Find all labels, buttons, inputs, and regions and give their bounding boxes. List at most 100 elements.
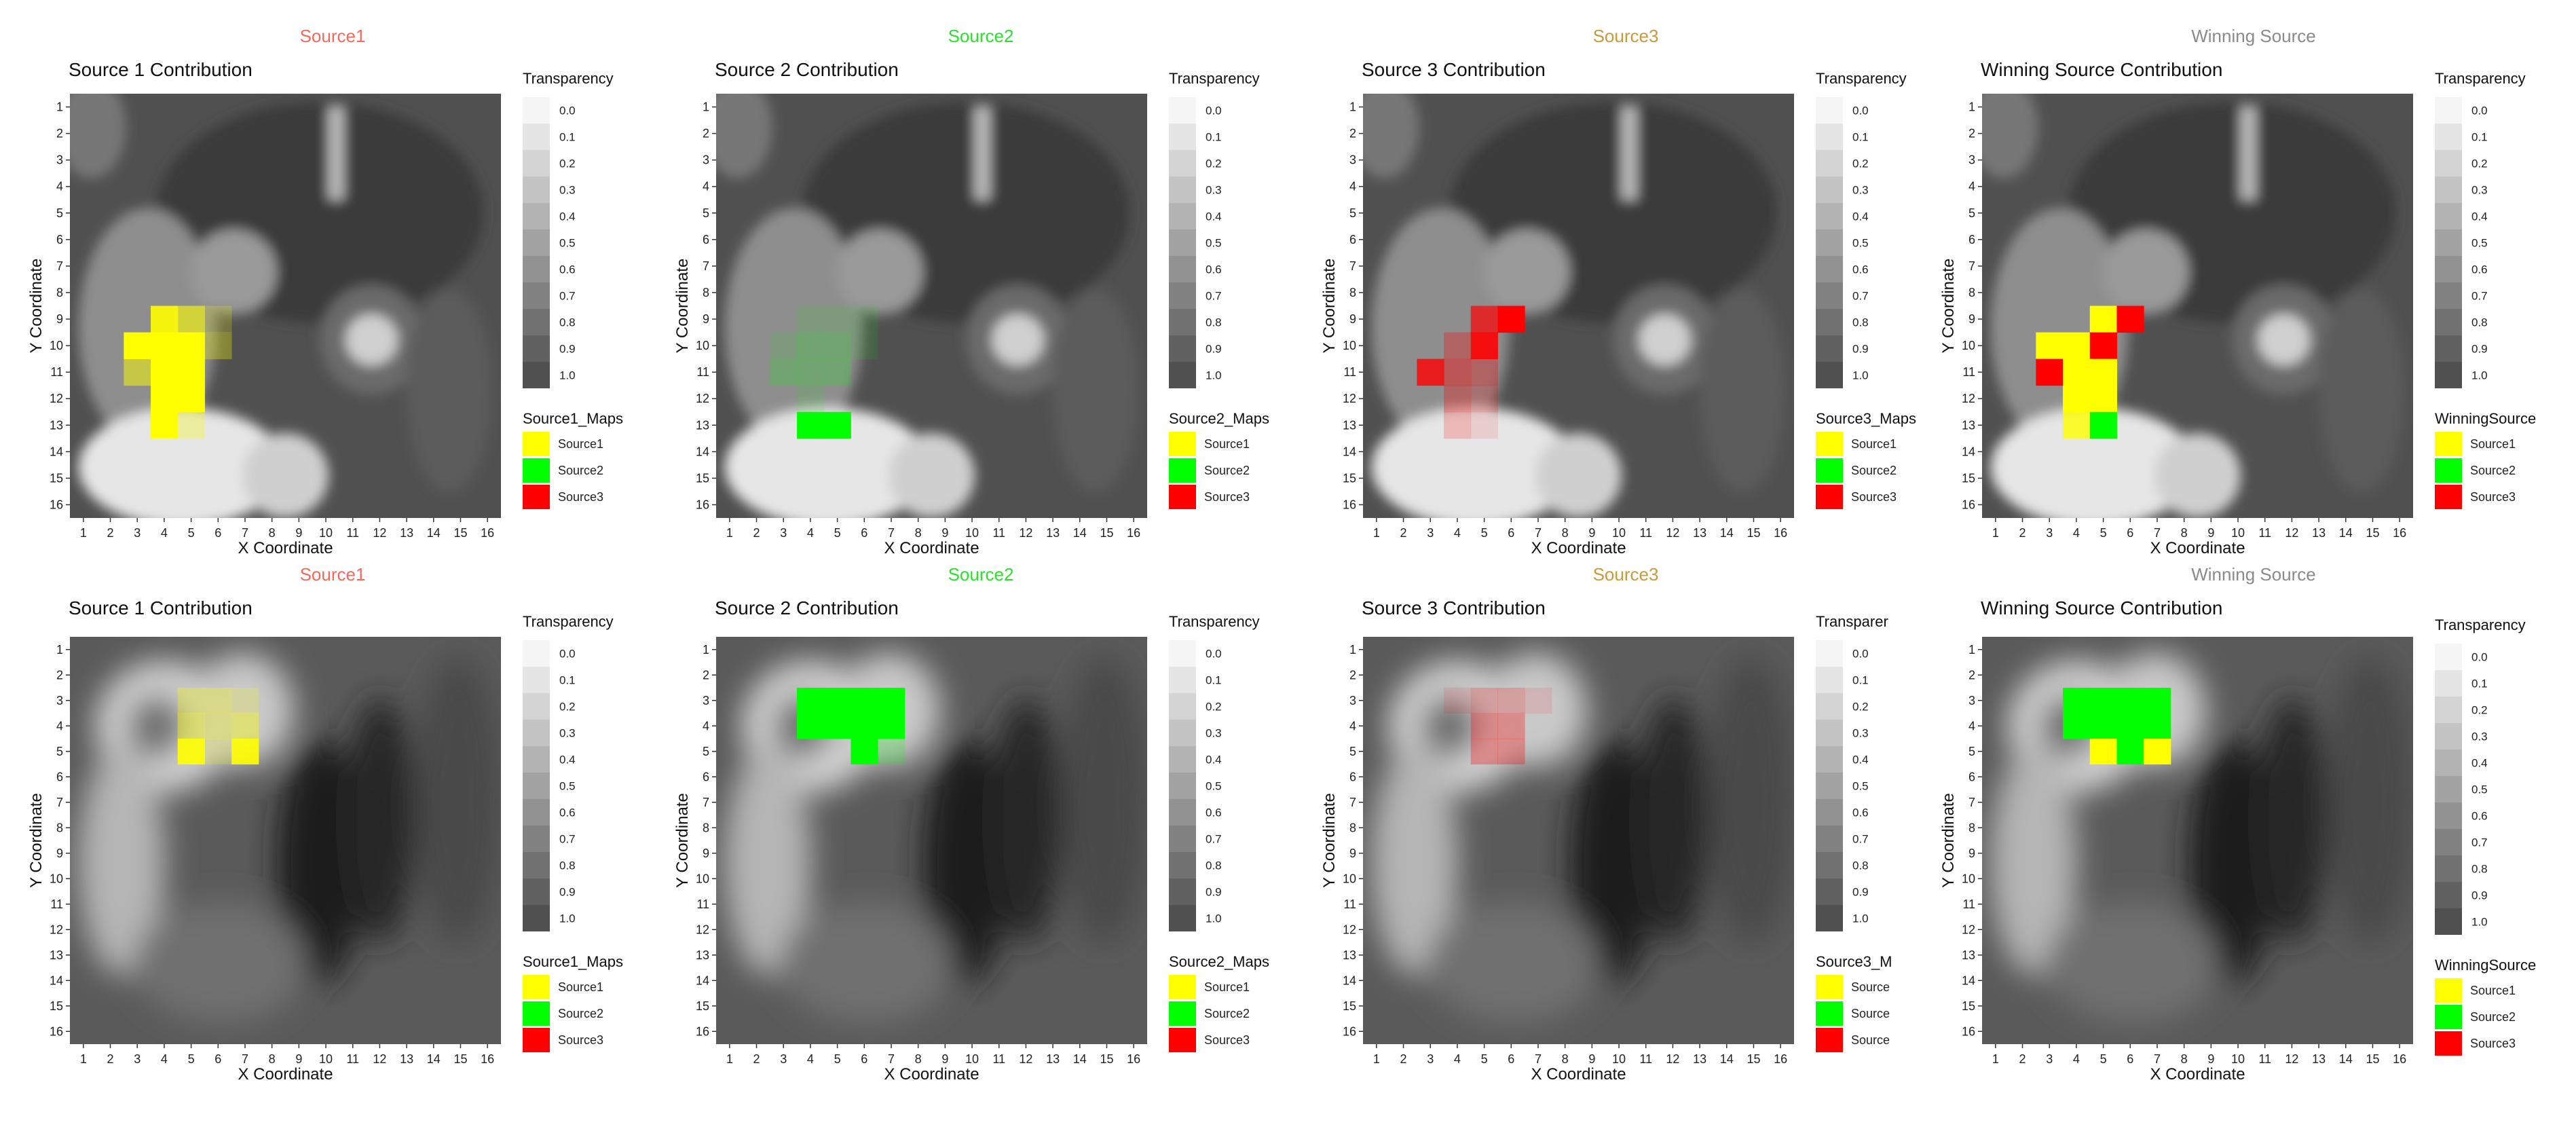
- y-tick-label: 7: [1349, 796, 1356, 809]
- y-tick-label: 15: [50, 999, 63, 1013]
- y-tick-label: 1: [1349, 100, 1356, 114]
- y-tick-label: 16: [1343, 1024, 1356, 1038]
- y-tick-label: 10: [1343, 339, 1356, 352]
- heatmap-cell: [177, 385, 205, 413]
- transparency-swatch: [2435, 802, 2462, 829]
- y-tick-label: 16: [50, 1024, 63, 1038]
- y-tick-label: 11: [1962, 897, 1975, 911]
- transparency-swatch: [523, 256, 550, 282]
- image-layer: [1363, 94, 1794, 518]
- y-tick-label: 14: [1962, 974, 1975, 987]
- source-legend-label: Source2: [1204, 1007, 1250, 1020]
- source-legend-swatch: [1816, 458, 1843, 483]
- x-tick-label: 15: [453, 1052, 467, 1066]
- transparency-level-label: 0.4: [559, 210, 576, 223]
- transparency-swatch: [523, 229, 550, 256]
- transparency-swatch: [1169, 309, 1196, 335]
- y-tick-label: 7: [56, 796, 63, 809]
- transparency-level-label: 0.1: [559, 131, 576, 144]
- axis-ticks: 1122334455667788991010111112121313141415…: [1343, 100, 1787, 540]
- transparency-level-label: 0.1: [1852, 131, 1869, 144]
- transparency-level-label: 0.6: [1206, 807, 1222, 819]
- background-texture: [70, 94, 493, 518]
- x-tick-label: 1: [1992, 526, 1999, 540]
- x-tick-label: 11: [346, 526, 359, 540]
- heatmap-cell: [151, 306, 179, 333]
- heatmap-cell: [1470, 739, 1498, 764]
- x-tick-label: 10: [2231, 1052, 2245, 1066]
- source-legend-label: Source2: [1204, 464, 1250, 477]
- transparency-level-label: 1.0: [2471, 369, 2488, 382]
- transparency-swatch: [2435, 229, 2462, 256]
- y-tick-label: 2: [1349, 127, 1356, 141]
- transparency-swatch: [1169, 256, 1196, 282]
- transparency-level-label: 0.6: [1206, 263, 1222, 276]
- transparency-swatch: [2435, 335, 2462, 362]
- x-tick-label: 6: [214, 1052, 221, 1066]
- x-tick-label: 5: [188, 1052, 195, 1066]
- transparency-swatch: [523, 150, 550, 177]
- heatmap-cell: [2063, 385, 2091, 413]
- transparency-swatch: [1816, 746, 1843, 773]
- heatmap-cell: [2063, 713, 2091, 739]
- heatmap-cell: [823, 713, 851, 739]
- x-tick-label: 6: [1508, 526, 1514, 540]
- y-tick-label: 15: [696, 471, 709, 485]
- y-tick-label: 6: [1968, 770, 1975, 783]
- x-axis-label: X Coordinate: [884, 539, 979, 557]
- transparency-swatch: [1169, 773, 1196, 799]
- heatmap-cell: [204, 306, 232, 333]
- x-tick-label: 4: [161, 1052, 168, 1066]
- heatmap-cell: [124, 332, 151, 360]
- source-legend-label: Source: [1851, 980, 1890, 994]
- transparency-level-label: 0.8: [559, 316, 576, 329]
- transparency-level-label: 0.3: [2471, 730, 2488, 743]
- x-axis-label: X Coordinate: [1531, 539, 1626, 557]
- x-tick-label: 2: [1400, 526, 1407, 540]
- y-tick-label: 14: [696, 974, 709, 987]
- x-tick-label: 11: [992, 526, 1005, 540]
- y-tick-label: 10: [1962, 339, 1975, 352]
- x-tick-label: 8: [915, 526, 922, 540]
- image-layer: [70, 94, 501, 518]
- transparency-level-label: 0.6: [2471, 810, 2488, 823]
- y-tick-label: 3: [56, 694, 63, 707]
- heatmap-cell: [2089, 332, 2117, 360]
- transparency-level-label: 0.3: [1206, 184, 1222, 197]
- source-legend-label: Source3: [558, 1033, 603, 1047]
- y-tick-label: 11: [1343, 897, 1356, 911]
- transparency-swatch: [1816, 282, 1843, 309]
- y-tick-label: 12: [1962, 392, 1975, 405]
- heatmap-cell: [851, 688, 878, 714]
- y-tick-label: 4: [56, 719, 63, 733]
- transparency-swatch: [2435, 855, 2462, 882]
- x-tick-label: 1: [726, 526, 733, 540]
- transparency-swatch: [1169, 124, 1196, 150]
- transparency-legend-title: Transparency: [1816, 70, 1907, 87]
- x-tick-label: 4: [161, 526, 168, 540]
- heatmap-cell: [1497, 306, 1525, 333]
- transparency-swatch: [523, 335, 550, 362]
- y-tick-label: 10: [696, 872, 709, 885]
- x-tick-label: 7: [242, 1052, 248, 1066]
- transparency-swatch: [2435, 150, 2462, 177]
- transparency-swatch: [523, 746, 550, 773]
- y-tick-label: 14: [1343, 445, 1356, 458]
- transparency-legend-title: Transparency: [1169, 70, 1260, 87]
- source-legend-title: WinningSource: [2435, 957, 2536, 974]
- y-tick-label: 5: [56, 206, 63, 220]
- transparency-swatch: [523, 667, 550, 693]
- x-tick-label: 13: [1693, 526, 1706, 540]
- x-tick-label: 12: [373, 526, 386, 540]
- panel-header: Winning Source: [2191, 26, 2316, 46]
- transparency-swatch: [2435, 309, 2462, 335]
- transparency-level-label: 0.8: [1852, 859, 1869, 872]
- x-tick-label: 12: [1019, 526, 1032, 540]
- plot-title: Source 3 Contribution: [1362, 59, 1546, 80]
- heatmap-cell: [1470, 385, 1498, 413]
- heatmap-cell: [2089, 739, 2117, 764]
- y-tick-label: 1: [56, 643, 63, 656]
- transparency-swatch: [523, 799, 550, 826]
